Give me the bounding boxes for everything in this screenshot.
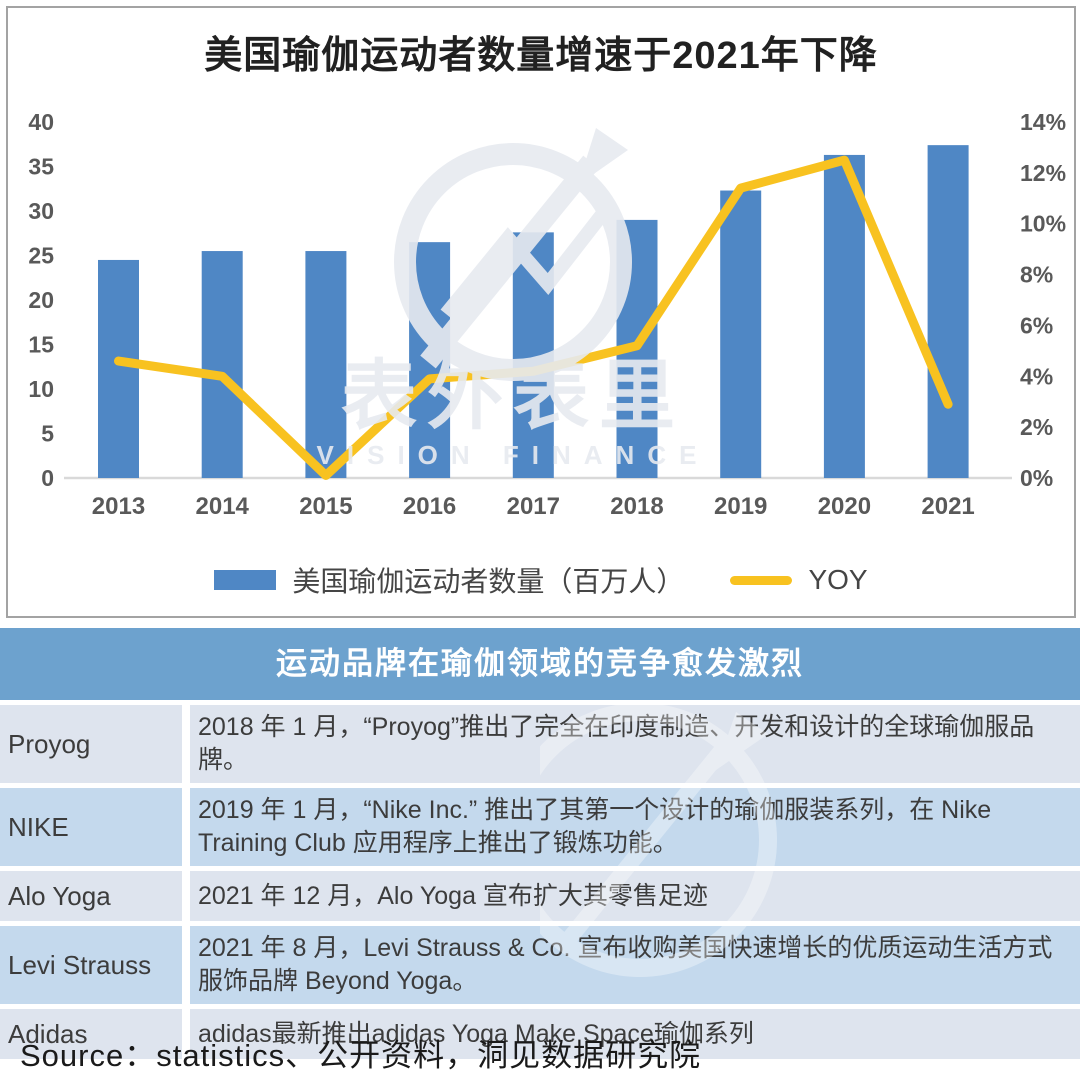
watermark-text-en: VISION FINANCE (317, 440, 710, 470)
table-title: 运动品牌在瑜伽领域的竞争愈发激烈 (0, 628, 1080, 700)
x-axis-label: 2018 (610, 493, 663, 520)
table-row: Adidas adidas最新推出adidas Yoga Make Space瑜伽… (0, 1009, 1080, 1059)
legend-line-swatch (730, 575, 793, 585)
left-axis-tick: 0 (41, 465, 54, 491)
watermark-logo: 表外表里 VISION FINANCE (317, 128, 710, 470)
right-axis-tick: 10% (1020, 211, 1066, 237)
right-axis-tick: 14% (1020, 109, 1066, 135)
brand-description: 2021 年 8 月，Levi Strauss & Co. 宣布收购美国快速增长… (190, 926, 1080, 1004)
left-axis-tick: 5 (41, 421, 54, 447)
chart-legend: 美国瑜伽运动者数量（百万人） YOY (8, 560, 1074, 600)
x-axis-label: 2020 (818, 493, 871, 520)
left-axis-tick: 15 (28, 332, 54, 358)
table-row: Levi Strauss 2021 年 8 月，Levi Strauss & Co… (0, 926, 1080, 1004)
bar-2014 (201, 251, 243, 478)
legend-bar-label: 美国瑜伽运动者数量（百万人） (292, 566, 685, 597)
left-axis-tick: 10 (28, 376, 54, 402)
right-axis-tick: 8% (1020, 262, 1053, 288)
table-row: NIKE 2019 年 1 月，“Nike Inc.” 推出了其第一个设计的瑜伽服… (0, 788, 1080, 866)
brand-cell: Alo Yoga (0, 871, 182, 921)
x-axis-label: 2014 (196, 493, 250, 520)
right-axis-tick: 6% (1020, 312, 1053, 338)
brand-description: adidas最新推出adidas Yoga Make Space瑜伽系列 (190, 1009, 1080, 1059)
left-axis-tick: 40 (28, 109, 54, 135)
legend-bar-swatch (214, 570, 277, 590)
right-axis-tick: 0% (1020, 465, 1053, 491)
left-axis-tick: 30 (28, 198, 54, 224)
watermark-text-cn: 表外表里 (341, 354, 685, 439)
table-row: Proyog 2018 年 1 月，“Proyog”推出了完全在印度制造、开发和设… (0, 705, 1080, 783)
bar-2015 (305, 251, 347, 478)
x-axis-label: 2016 (403, 493, 456, 520)
brand-cell: Proyog (0, 705, 182, 783)
yoga-participants-chart: 0 5 10 15 20 25 30 35 40 0% 2% 4% 6% 8% 10% 12% 14% 2013 2… (28, 109, 1066, 520)
brand-description: 2018 年 1 月，“Proyog”推出了完全在印度制造、开发和设计的全球瑜伽… (190, 705, 1080, 783)
right-axis-tick: 12% (1020, 160, 1066, 186)
chart-card: 美国瑜伽运动者数量增速于2021年下降 0 5 10 15 20 25 30 35 40 0% 2%… (6, 6, 1076, 618)
x-axis-label: 2013 (92, 493, 145, 520)
legend-line-label: YOY (808, 564, 868, 595)
brand-description: 2021 年 12 月，Alo Yoga 宣布扩大其零售足迹 (190, 871, 1080, 921)
x-axis-label: 2017 (507, 493, 560, 520)
source-note: Source：statistics、公开资料，洞见数据研究院 (20, 1038, 702, 1073)
left-axis-tick: 35 (28, 154, 54, 180)
left-axis-tick: 25 (28, 243, 54, 269)
bar-2020 (823, 154, 865, 478)
brand-description: 2019 年 1 月，“Nike Inc.” 推出了其第一个设计的瑜伽服装系列，… (190, 788, 1080, 866)
right-axis-tick: 2% (1020, 414, 1053, 440)
bar-2019 (720, 190, 762, 478)
brand-cell: Levi Strauss (0, 926, 182, 1004)
x-axis-label: 2019 (714, 493, 767, 520)
table-row: Alo Yoga 2021 年 12 月，Alo Yoga 宣布扩大其零售足迹 (0, 871, 1080, 921)
bar-2021 (927, 145, 969, 478)
brand-cell: Adidas (0, 1009, 182, 1059)
brand-cell: NIKE (0, 788, 182, 866)
chart-title: 美国瑜伽运动者数量增速于2021年下降 (204, 35, 878, 77)
x-axis-label: 2015 (299, 493, 352, 520)
brand-table: Proyog 2018 年 1 月，“Proyog”推出了完全在印度制造、开发和设… (0, 705, 1080, 1064)
left-axis-tick: 20 (28, 287, 54, 313)
bar-2013 (98, 259, 139, 478)
x-axis-label: 2021 (921, 493, 974, 520)
right-axis-tick: 4% (1020, 363, 1053, 389)
